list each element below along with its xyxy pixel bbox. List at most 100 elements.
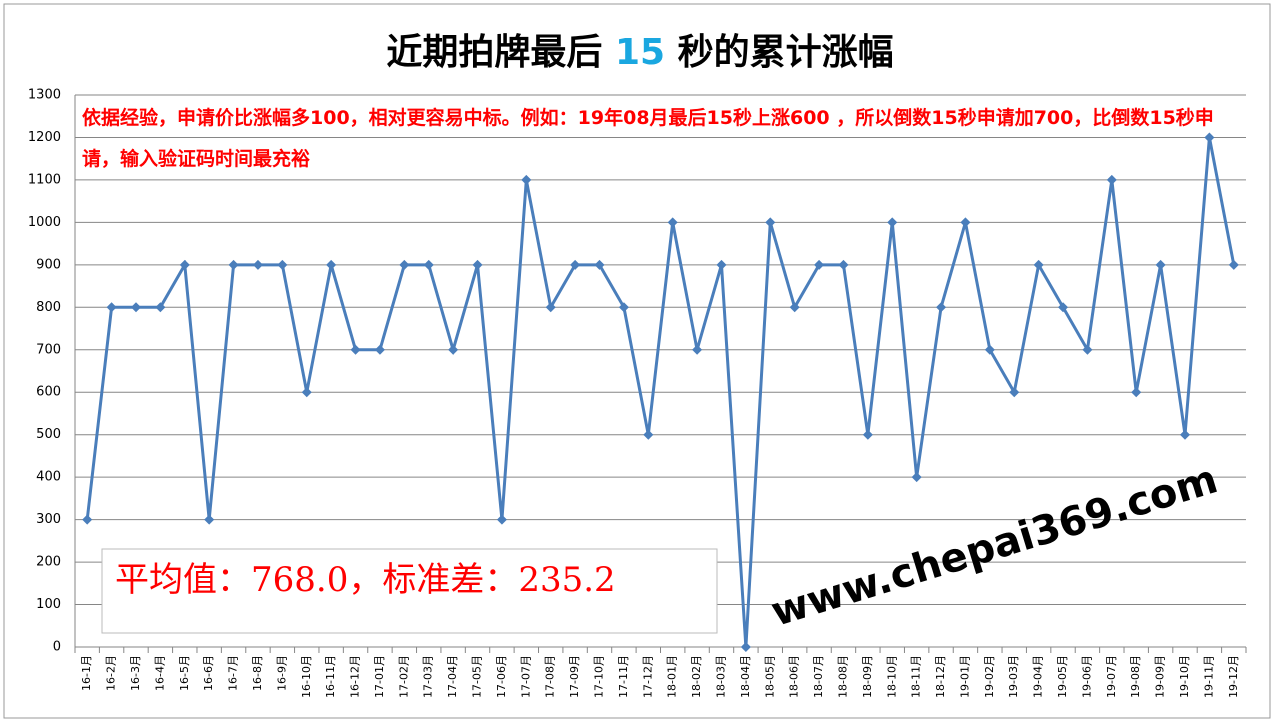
data-point: [130, 302, 141, 313]
data-point: [1058, 302, 1069, 313]
y-tick-label: 600: [36, 385, 61, 400]
x-tick-label: 17-09月: [568, 655, 581, 698]
x-tick-label: 19-03月: [1007, 655, 1020, 698]
x-tick-label: 17-08月: [544, 655, 557, 698]
data-point: [252, 259, 263, 270]
data-point: [643, 429, 654, 440]
x-tick-label: 16-2月: [105, 655, 118, 691]
data-point: [936, 302, 947, 313]
data-point: [716, 259, 727, 270]
x-tick-label: 17-02月: [397, 655, 410, 698]
y-tick-label: 1200: [28, 130, 61, 145]
data-point: [1106, 174, 1117, 185]
x-tick-label: 18-04月: [739, 655, 752, 698]
x-tick-label: 17-10月: [593, 655, 606, 698]
x-tick-label: 18-05月: [763, 655, 776, 698]
stats: 平均值：768.0，标准差：235.2: [115, 560, 616, 600]
chart-title: 近期拍牌最后 15 秒的累计涨幅: [386, 32, 893, 73]
x-tick-label: 16-8月: [251, 655, 264, 691]
data-point: [399, 259, 410, 270]
x-tick-label: 19-11月: [1202, 655, 1215, 698]
y-tick-label: 100: [36, 597, 61, 612]
data-point: [301, 387, 312, 398]
annotation-box: 依据经验，申请价比涨幅多100，相对更容易中标。例如：19年08月最后15秒上涨…: [82, 107, 1214, 170]
x-tick-label: 16-4月: [153, 655, 166, 691]
x-tick-label: 17-04月: [446, 655, 459, 698]
data-point: [740, 642, 751, 652]
data-point: [277, 259, 288, 270]
data-point: [179, 259, 190, 270]
x-tick-label: 16-1月: [80, 655, 93, 691]
x-tick-label: 19-01月: [958, 655, 971, 698]
data-point: [789, 302, 800, 313]
data-point: [667, 217, 678, 228]
data-point: [496, 514, 507, 525]
x-tick-label: 16-11月: [324, 655, 337, 698]
data-point: [545, 302, 556, 313]
plot-area: 0 100 200 300 400 500 600 700 800 900 1000 1100 1200…: [28, 88, 1247, 698]
data-point: [618, 302, 629, 313]
data-point: [374, 344, 385, 355]
data-point: [1155, 259, 1166, 270]
data-point: [326, 259, 337, 270]
x-tick-label: 17-01月: [373, 655, 386, 698]
stats-box: [101, 548, 718, 634]
title-number: 15: [615, 32, 665, 73]
x-tick-label: 19-09月: [1154, 655, 1167, 698]
x-tick-label: 18-01月: [666, 655, 679, 698]
x-tick-label: 19-06月: [1080, 655, 1093, 698]
data-point: [228, 259, 239, 270]
x-tick-label: 19-10月: [1178, 655, 1191, 698]
y-tick-label: 200: [36, 555, 61, 570]
data-point: [984, 344, 995, 355]
data-point: [155, 302, 166, 313]
data-point: [423, 259, 434, 270]
y-tick-label: 800: [36, 300, 61, 315]
x-tick-label: 18-02月: [690, 655, 703, 698]
data-point: [1009, 387, 1020, 398]
data-point: [1033, 259, 1044, 270]
data-point: [521, 174, 532, 185]
x-tick-label: 16-3月: [129, 655, 142, 691]
x-tick-label: 17-05月: [471, 655, 484, 698]
title-text: 近期拍牌最后: [386, 32, 615, 73]
x-tick-label: 18-12月: [934, 655, 947, 698]
data-point: [106, 302, 117, 313]
y-tick-label: 1100: [28, 172, 61, 187]
data-point: [1228, 259, 1239, 270]
x-tick-label: 19-04月: [1032, 655, 1045, 698]
data-point: [838, 259, 849, 270]
title-text: 秒的累计涨幅: [665, 32, 894, 73]
data-point: [814, 259, 825, 270]
x-tick-label: 17-07月: [519, 655, 532, 698]
data-point: [887, 217, 898, 228]
x-tick-label: 17-11月: [617, 655, 630, 698]
data-point: [1131, 387, 1142, 398]
x-tick-label: 16-7月: [227, 655, 240, 691]
x-tick-label: 17-03月: [422, 655, 435, 698]
data-point: [960, 217, 971, 228]
y-tick-label: 300: [36, 512, 61, 527]
x-tick-label: 18-07月: [812, 655, 825, 698]
x-tick-label: 16-5月: [178, 655, 191, 691]
y-tick-label: 700: [36, 342, 61, 357]
x-tick-label: 16-12月: [349, 655, 362, 698]
data-point: [1204, 132, 1215, 143]
data-point: [82, 514, 93, 525]
data-point: [570, 259, 581, 270]
x-tick-label: 17-12月: [641, 655, 654, 698]
x-tick-label: 19-08月: [1129, 655, 1142, 698]
data-point: [448, 344, 459, 355]
data-point: [472, 259, 483, 270]
data-point: [1082, 344, 1093, 355]
x-tick-label: 18-11月: [910, 655, 923, 698]
data-point: [765, 217, 776, 228]
x-tick-label: 18-06月: [788, 655, 801, 698]
data-point: [594, 259, 605, 270]
x-tick-label: 18-09月: [861, 655, 874, 698]
x-tick-label: 19-02月: [983, 655, 996, 698]
data-point: [911, 472, 922, 483]
x-tick-label: 18-10月: [885, 655, 898, 698]
